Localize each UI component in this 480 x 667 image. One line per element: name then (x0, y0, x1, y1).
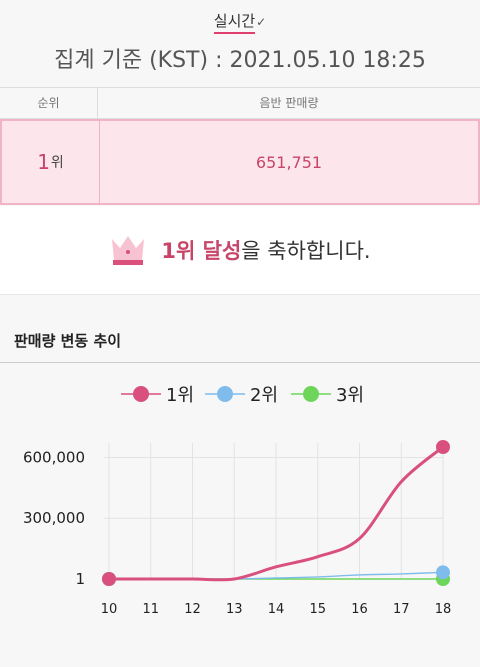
y-tick-label: 600,000 (23, 448, 85, 466)
congrats-banner: 1위 달성을 축하합니다. (0, 206, 480, 295)
divider (0, 362, 480, 363)
congrats-rest: 을 축하합니다. (241, 239, 371, 263)
series-point[interactable] (436, 565, 450, 580)
legend-marker[interactable] (217, 386, 233, 402)
legend-label[interactable]: 3위 (336, 385, 364, 406)
crown-icon (112, 236, 145, 265)
y-tick-label: 300,000 (23, 509, 85, 527)
series-line (109, 445, 444, 582)
chart-series (102, 440, 450, 586)
x-tick-label: 17 (393, 602, 410, 617)
tab-realtime[interactable]: 실시간✓ (0, 10, 480, 34)
x-tick-label: 13 (226, 602, 243, 617)
rank-unit: 위 (50, 155, 64, 171)
header: 실시간✓ 집계 기준 (KST) : 2021.05.10 18:25 (0, 0, 480, 88)
congrats-text: 1위 달성을 축하합니다. (161, 235, 370, 265)
series-point[interactable] (102, 572, 116, 586)
tab-label[interactable]: 실시간 (213, 12, 256, 34)
x-tick-label: 14 (268, 602, 285, 617)
chart-grid (104, 443, 444, 580)
check-icon: ✓ (256, 15, 267, 29)
legend-marker[interactable] (303, 386, 319, 402)
x-axis: 10 11 12 13 14 15 16 17 18 (101, 602, 452, 617)
col-rank-header: 순위 (0, 88, 98, 118)
x-tick-label: 11 (142, 602, 159, 617)
legend-label[interactable]: 1위 (166, 385, 194, 406)
x-tick-label: 16 (351, 602, 368, 617)
congrats-highlight: 1위 달성 (161, 239, 242, 263)
chart-legend: 1위 2위 3위 (121, 385, 364, 406)
legend-marker[interactable] (133, 386, 149, 402)
x-tick-label: 15 (309, 602, 326, 617)
col-sales-header: 음반 판매량 (259, 96, 319, 110)
series-point[interactable] (436, 440, 450, 454)
sales-cell: 651,751 (255, 152, 323, 172)
x-tick-label: 18 (435, 602, 452, 617)
y-axis: 1 300,000 600,000 (23, 448, 85, 588)
y-tick-label: 1 (75, 570, 85, 588)
aggregation-basis: 집계 기준 (KST) : 2021.05.10 18:25 (54, 48, 426, 73)
table-header: 순위 음반 판매량 (0, 88, 480, 119)
x-tick-label: 12 (184, 602, 201, 617)
x-tick-label: 10 (101, 602, 118, 617)
legend-label[interactable]: 2위 (250, 385, 278, 406)
rank-number: 1 (37, 150, 50, 174)
trend-title: 판매량 변동 추이 (14, 332, 122, 350)
